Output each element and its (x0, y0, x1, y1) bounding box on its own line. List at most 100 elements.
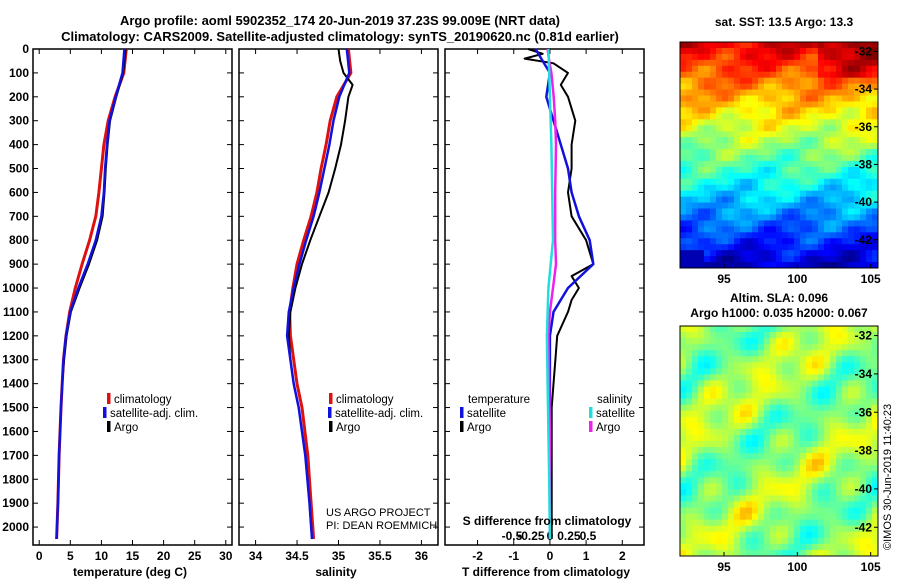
sst-cell (818, 178, 825, 186)
sst-cell (728, 172, 735, 180)
sst-cell (824, 172, 831, 180)
sst-cell (764, 155, 771, 162)
sla-cell (860, 549, 867, 556)
sla-cell (830, 465, 837, 472)
sst-cell (794, 65, 801, 73)
sst-cell (686, 256, 693, 263)
sla-cell (722, 537, 729, 545)
sla-cell (842, 374, 849, 381)
sla-cell (692, 531, 699, 539)
sla-cell (848, 519, 855, 527)
sst-cell (758, 196, 765, 204)
sla-cell (812, 332, 819, 339)
sla-cell (710, 344, 717, 351)
sst-cell (698, 244, 705, 251)
sla-cell (734, 416, 741, 424)
sst-cell (842, 232, 849, 239)
sla-cell (710, 404, 717, 412)
sla-cell (716, 398, 723, 406)
sla-cell (770, 483, 777, 490)
sst-cell (872, 226, 878, 233)
sst-cell (770, 184, 777, 192)
x-tick-label: 15 (126, 549, 140, 563)
sla-cell (770, 489, 777, 496)
sla-cell (782, 441, 789, 448)
sla-cell (848, 513, 855, 521)
sst-cell (812, 238, 819, 245)
sla-cell (818, 368, 825, 375)
sla-cell (824, 531, 831, 539)
sla-cell (788, 374, 795, 381)
sla-cell (704, 441, 711, 448)
sla-cell (722, 489, 729, 496)
y-tick-label: 400 (9, 138, 29, 152)
sst-cell (872, 42, 878, 49)
sst-cell (734, 42, 741, 49)
sst-cell (680, 160, 687, 168)
sla-cell (782, 374, 789, 381)
sla-cell (824, 507, 831, 515)
sst-cell (806, 42, 813, 49)
sla-cell (866, 374, 873, 381)
sla-cell (782, 495, 789, 503)
sst-cell (800, 238, 807, 245)
sst-cell (788, 42, 795, 49)
sla-cell (842, 344, 849, 351)
sst-cell (680, 220, 687, 227)
sst-cell (722, 131, 729, 138)
sst-cell (686, 119, 693, 126)
sla-cell (758, 368, 765, 375)
sla-cell (812, 416, 819, 424)
sst-cell (752, 143, 759, 150)
sst-cell (806, 202, 813, 210)
sst-cell (692, 262, 699, 268)
sst-cell (830, 77, 837, 85)
sst-cell (734, 77, 741, 85)
sla-cell (770, 465, 777, 472)
sst-cell (740, 155, 747, 162)
sst-cell (764, 202, 771, 210)
sst-cell (824, 178, 831, 186)
sla-cell (680, 416, 687, 424)
sst-cell (716, 238, 723, 245)
sst-cell (686, 95, 693, 102)
sla-cell (770, 471, 777, 478)
sla-cell (710, 332, 717, 339)
sla-cell (710, 374, 717, 381)
sst-cell (776, 101, 783, 108)
sst-cell (680, 208, 687, 215)
sst-cell (698, 119, 705, 126)
sst-cell (866, 184, 873, 192)
sst-cell (794, 53, 801, 61)
sla-cell (686, 537, 693, 545)
map-y-tick-label: -34 (855, 82, 873, 96)
sla-cell (746, 386, 753, 394)
sst-cell (842, 137, 849, 144)
sla-cell (806, 459, 813, 466)
sla-cell (812, 537, 819, 545)
sst-cell (860, 77, 867, 85)
sla-cell (704, 362, 711, 369)
sst-cell (860, 214, 867, 221)
sla-cell (860, 392, 867, 400)
sst-cell (830, 196, 837, 204)
sla-cell (752, 326, 759, 333)
sst-cell (842, 208, 849, 215)
sst-cell (812, 119, 819, 126)
sst-cell (722, 113, 729, 120)
sla-cell (692, 374, 699, 381)
sla-cell (842, 513, 849, 521)
sla-cell (764, 441, 771, 448)
sst-cell (746, 244, 753, 251)
sst-cell (848, 77, 855, 85)
sst-cell (710, 172, 717, 180)
sst-cell (782, 214, 789, 221)
sst-cell (794, 226, 801, 233)
sst-cell (812, 65, 819, 73)
sst-cell (734, 137, 741, 144)
sla-cell (746, 459, 753, 466)
sla-cell (872, 501, 878, 509)
sla-cell (722, 465, 729, 472)
sla-cell (686, 374, 693, 381)
sla-cell (788, 543, 795, 551)
